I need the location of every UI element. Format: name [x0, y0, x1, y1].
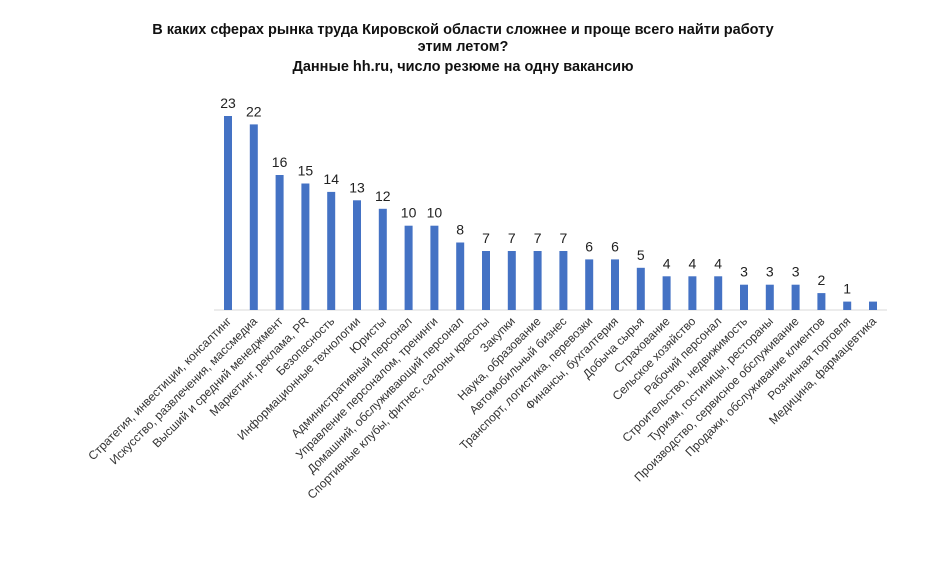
bar	[224, 116, 232, 310]
data-label: 3	[766, 264, 774, 280]
data-label: 23	[220, 95, 236, 111]
bar	[559, 251, 568, 310]
chart-title-line-1: В каких сферах рынка труда Кировской обл…	[152, 22, 774, 38]
bar	[482, 251, 490, 310]
data-label: 7	[534, 230, 542, 246]
bar	[765, 284, 774, 310]
bar	[791, 284, 800, 310]
data-label: 8	[456, 222, 464, 238]
data-label: 15	[298, 163, 314, 179]
chart-title-line-2: этим летом?	[417, 39, 509, 55]
bar	[636, 267, 645, 310]
data-label: 22	[246, 103, 262, 119]
bar	[327, 191, 336, 310]
bar	[585, 259, 594, 310]
bar	[533, 251, 542, 310]
bar	[507, 251, 516, 310]
data-label: 7	[560, 230, 568, 246]
data-label: 12	[375, 188, 391, 204]
data-label: 4	[714, 255, 722, 271]
data-label: 7	[482, 230, 490, 246]
data-label: 10	[401, 205, 417, 221]
bar	[301, 183, 310, 310]
bar	[817, 293, 826, 310]
data-label: 14	[323, 171, 339, 187]
bar	[353, 200, 361, 310]
bar	[869, 301, 877, 310]
bar	[611, 259, 619, 310]
data-label: 4	[663, 255, 671, 271]
bar	[688, 276, 697, 310]
bar	[249, 124, 258, 311]
bar	[740, 284, 748, 310]
data-label: 2	[818, 272, 826, 288]
data-label: 16	[272, 154, 288, 170]
data-label: 6	[611, 238, 619, 254]
bar	[430, 225, 439, 310]
bar	[843, 301, 852, 310]
data-label: 3	[792, 264, 800, 280]
bar	[456, 242, 465, 310]
data-label: 6	[585, 238, 593, 254]
bar	[275, 175, 284, 310]
data-label: 10	[427, 205, 443, 221]
data-label: 5	[637, 247, 645, 263]
bar	[714, 276, 723, 310]
bar	[404, 225, 413, 310]
data-label: 13	[349, 179, 365, 195]
data-label: 3	[740, 264, 748, 280]
chart-subtitle: Данные hh.ru, число резюме на одну вакан…	[292, 59, 634, 75]
data-label: 7	[508, 230, 516, 246]
data-label: 1	[843, 281, 851, 297]
bar	[378, 208, 387, 310]
data-label: 4	[689, 255, 697, 271]
bar	[662, 276, 671, 310]
